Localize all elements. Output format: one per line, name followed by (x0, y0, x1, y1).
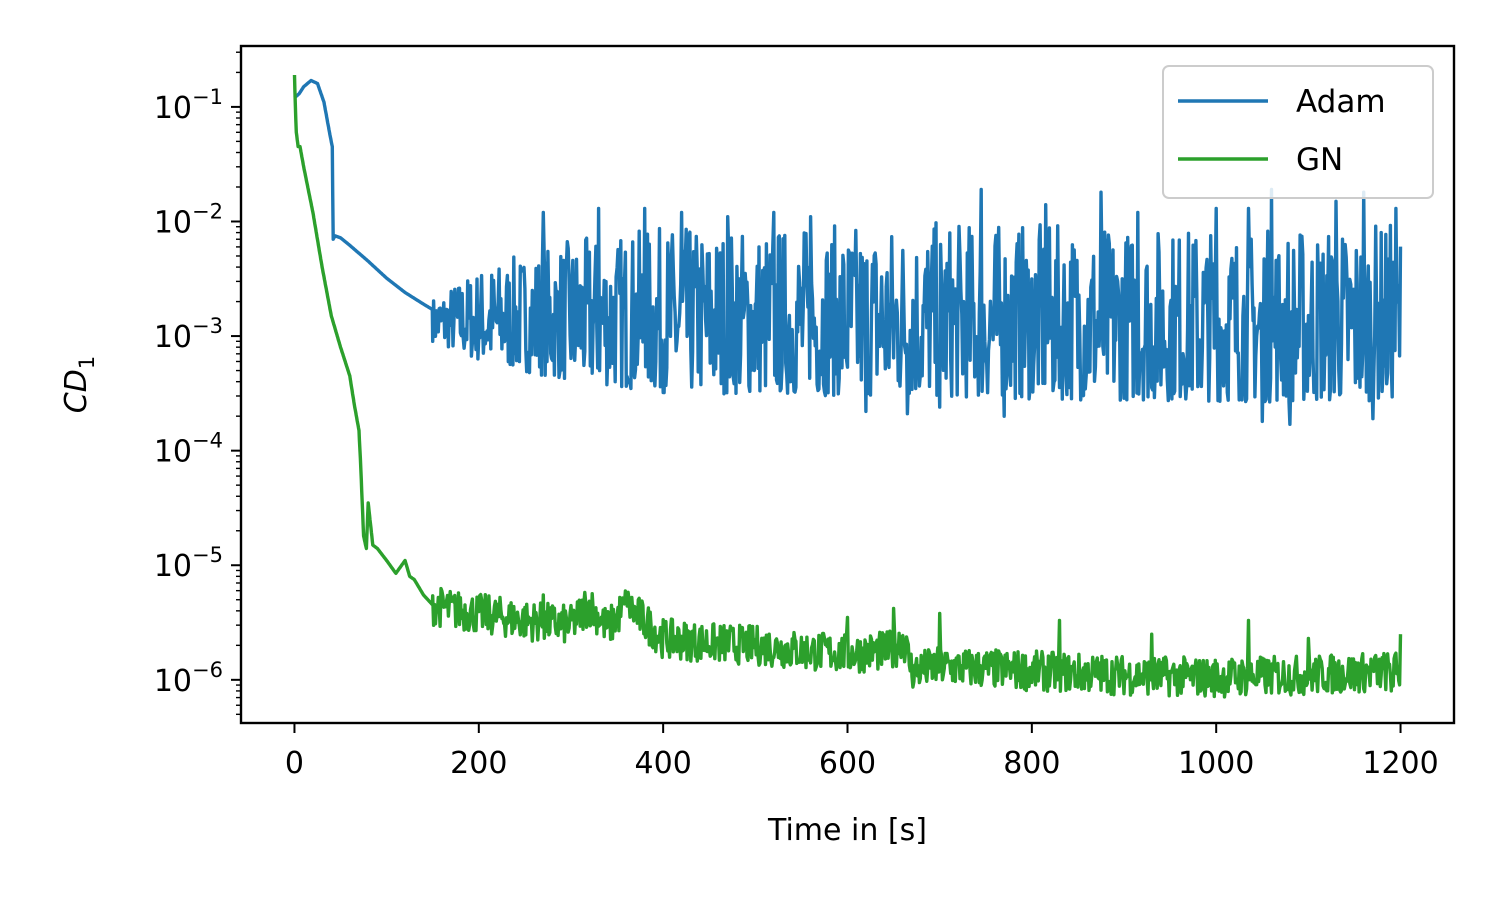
x-tick-label: 200 (450, 746, 507, 781)
x-tick-label: 600 (819, 746, 876, 781)
legend-box (1162, 65, 1434, 199)
axes-frame (239, 44, 1456, 725)
axes-ticks: 0 200 400 600 800 1000 1200 10−6 10−5 10−4 10−3 10−… (154, 51, 1439, 781)
x-tick-label: 400 (635, 746, 692, 781)
x-tick-label: 0 (285, 746, 304, 781)
series-line-adam (293, 78, 1403, 426)
x-tick-label: 800 (1003, 746, 1060, 781)
legend-label-adam: Adam (1296, 84, 1386, 120)
y-axis-label-subscript: 1 (75, 356, 99, 369)
y-axis-label-main: CD (59, 369, 94, 413)
y-tick-label: 10−1 (154, 85, 223, 126)
x-tick-label: 1200 (1362, 746, 1438, 781)
x-axis-label: Time in [s] (767, 813, 927, 848)
legend: Adam GN (1162, 65, 1434, 199)
y-tick-label: 10−4 (154, 429, 223, 470)
y-tick-label: 10−6 (154, 658, 223, 699)
plot-lines (292, 74, 1403, 699)
y-tick-label: 10−5 (154, 543, 223, 584)
y-tick-label: 10−2 (154, 199, 223, 240)
y-tick-label: 10−3 (154, 314, 223, 355)
legend-label-gn: GN (1296, 142, 1343, 178)
y-axis-label: CD1 (59, 356, 99, 413)
series-line-gn (292, 74, 1403, 699)
x-tick-label: 1000 (1178, 746, 1254, 781)
